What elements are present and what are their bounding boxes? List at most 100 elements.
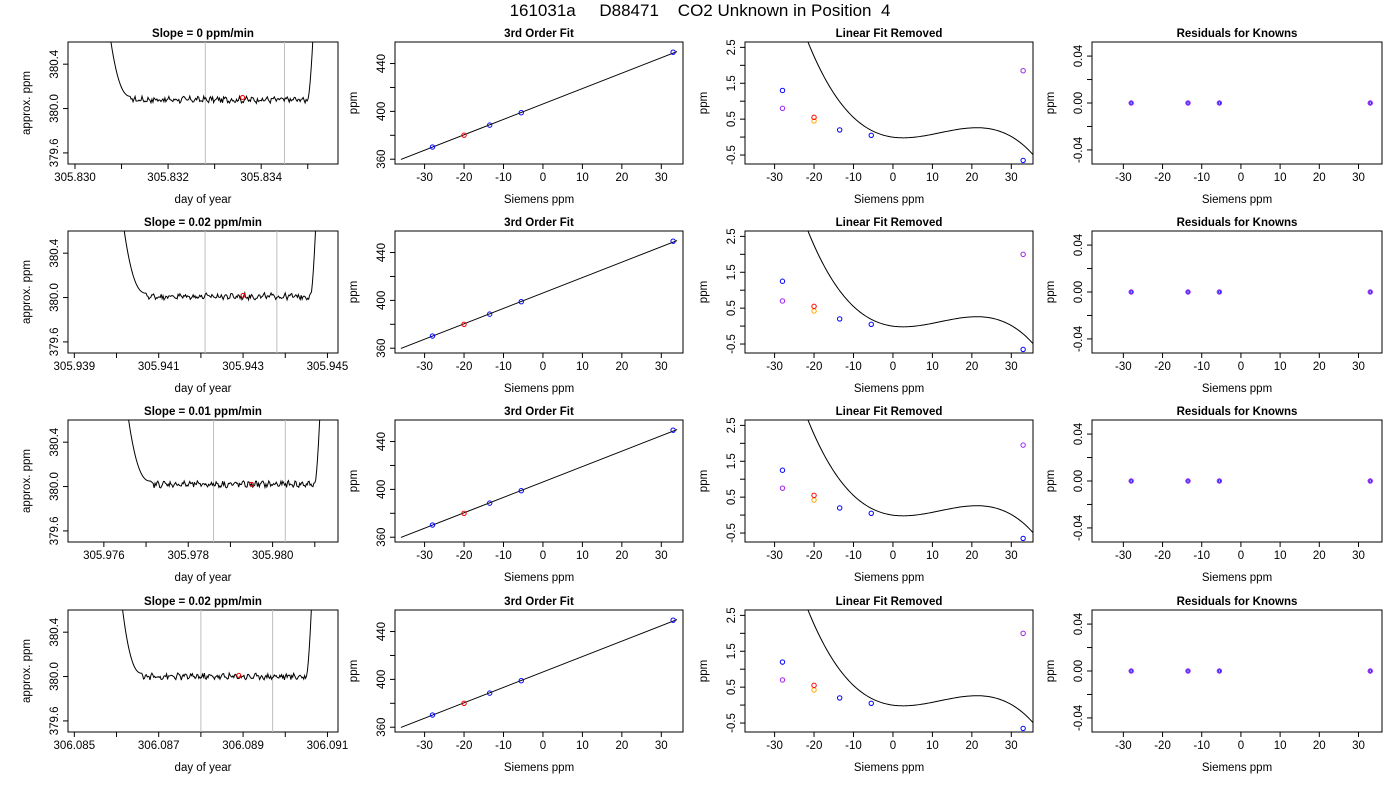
trace-line: [110, 42, 314, 105]
x-tick-label: -20: [456, 361, 473, 373]
x-tick-label: 30: [655, 550, 668, 562]
data-point: [1020, 630, 1026, 637]
x-tick-label: -20: [806, 550, 823, 562]
data-point: [518, 677, 524, 684]
y-tick-label: 379.6: [49, 328, 61, 357]
x-tick-label: 0: [890, 172, 896, 184]
plot-area: [779, 42, 1033, 164]
plot-area: [128, 420, 321, 542]
plot-frame: [394, 230, 684, 354]
panel-title: 3rd Order Fit: [504, 406, 574, 418]
x-axis-label: Siemens ppm: [1202, 762, 1272, 774]
x-tick-label: 0: [540, 172, 546, 184]
panel-residuals-row0: Residuals for Knowns Siemens ppm ppm -30 -20…: [1045, 28, 1383, 206]
x-tick-label: -20: [806, 740, 823, 752]
data-point: [461, 700, 467, 706]
data-point: [486, 690, 493, 696]
panel-title: 3rd Order Fit: [504, 217, 574, 229]
y-tick-label: 2.5: [726, 607, 738, 623]
data-point: [811, 308, 817, 314]
plot-area: [400, 427, 678, 538]
x-axis-label: Siemens ppm: [504, 383, 574, 395]
residual-point: [1367, 100, 1373, 106]
data-point: [1020, 251, 1026, 258]
x-tick-label: -20: [806, 172, 823, 184]
x-tick-label: 10: [1274, 361, 1287, 373]
cubic-curve: [807, 42, 1033, 155]
x-tick-label: 0: [1238, 361, 1244, 373]
plot-frame: [744, 41, 1034, 165]
x-axis-label: Siemens ppm: [1202, 194, 1272, 206]
residual-point-inner: [1217, 479, 1221, 483]
x-axis-label: day of year: [175, 194, 232, 206]
x-tick-label: 30: [655, 361, 668, 373]
y-tick-label: 380.0: [49, 472, 61, 501]
x-tick-label: 305.943: [222, 361, 264, 373]
plot-frame: [744, 609, 1034, 733]
x-tick-label: 20: [1313, 740, 1326, 752]
data-point: [811, 114, 817, 121]
sample-marker: [236, 672, 242, 678]
data-point: [811, 497, 817, 503]
plot-area: [1128, 289, 1373, 295]
x-tick-label: 0: [540, 740, 546, 752]
x-axis-label: day of year: [175, 383, 232, 395]
residual-point: [1185, 668, 1191, 674]
y-tick-label: -0.04: [1073, 325, 1085, 352]
y-tick-label: 0.00: [1073, 470, 1085, 492]
y-tick-label: 0.00: [1073, 660, 1085, 682]
plot-frame: [394, 41, 684, 165]
trace-line: [123, 231, 316, 302]
plot-frame: [744, 419, 1034, 543]
data-point: [518, 487, 524, 494]
y-tick-label: -0.04: [1073, 514, 1085, 541]
x-tick-label: 10: [926, 172, 939, 184]
data-point: [486, 311, 493, 317]
x-tick-label: 30: [1352, 361, 1365, 373]
data-point: [836, 505, 843, 511]
x-tick-label: -10: [495, 550, 512, 562]
y-tick-label: -0.5: [726, 145, 738, 165]
data-point: [779, 659, 786, 665]
x-tick-label: 30: [1005, 550, 1018, 562]
x-tick-label: 10: [1274, 550, 1287, 562]
x-tick-label: -20: [1154, 740, 1171, 752]
plot-frame: [1091, 609, 1383, 733]
data-point: [779, 105, 786, 112]
x-tick-label: 10: [576, 740, 589, 752]
panel-title: Slope = 0.02 ppm/min: [144, 217, 262, 229]
panel-title: Residuals for Knowns: [1177, 406, 1298, 418]
plot-area: [1128, 668, 1373, 674]
x-tick-label: -30: [766, 550, 783, 562]
trace-line: [122, 610, 312, 681]
y-tick-label: -0.5: [726, 334, 738, 354]
y-tick-label: 400: [376, 102, 388, 121]
y-tick-label: -0.04: [1073, 136, 1085, 163]
y-tick-label: 0.00: [1073, 281, 1085, 303]
x-tick-label: 10: [576, 361, 589, 373]
y-tick-label: 380.4: [49, 427, 61, 456]
x-tick-label: 20: [965, 172, 978, 184]
data-point: [1020, 68, 1026, 74]
y-axis-label: ppm: [348, 660, 360, 682]
x-tick-label: 20: [1313, 172, 1326, 184]
data-point: [429, 144, 436, 150]
y-tick-label: 400: [376, 670, 388, 689]
x-tick-label: 0: [890, 740, 896, 752]
fit-line: [400, 51, 678, 160]
residual-point: [1216, 100, 1223, 106]
x-tick-label: -20: [456, 550, 473, 562]
residual-point: [1185, 478, 1191, 484]
x-tick-label: 305.834: [240, 172, 282, 184]
x-tick-label: 0: [890, 361, 896, 373]
data-point: [518, 109, 524, 116]
data-point: [461, 321, 467, 327]
y-tick-label: 360: [376, 528, 388, 547]
x-tick-label: 10: [1274, 740, 1287, 752]
x-tick-label: -30: [416, 740, 433, 752]
residual-point-inner: [1217, 290, 1221, 294]
x-axis-label: Siemens ppm: [1202, 383, 1272, 395]
y-tick-label: -0.04: [1073, 704, 1085, 731]
x-tick-label: -10: [845, 740, 862, 752]
x-axis-label: Siemens ppm: [504, 762, 574, 774]
